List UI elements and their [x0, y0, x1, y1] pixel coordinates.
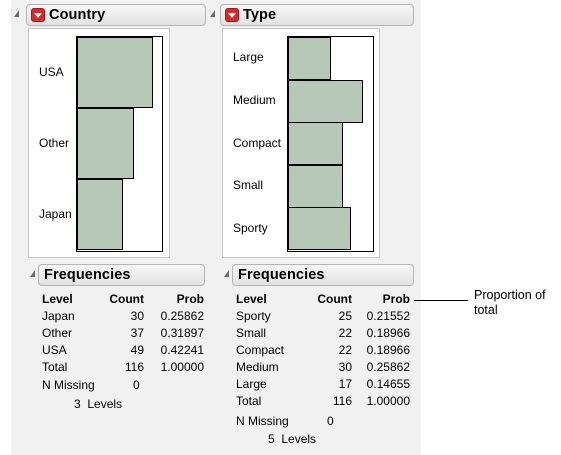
country-bar-japan[interactable] — [77, 179, 123, 250]
table-row: Large 17 0.14655 — [236, 376, 410, 393]
type-frequencies-disclosure-icon[interactable] — [224, 270, 229, 277]
type-n-missing-label: N Missing — [236, 414, 289, 428]
table-row: USA 49 0.42241 — [42, 342, 204, 359]
column-header-count: Count — [317, 292, 352, 306]
table-row-total: Total 116 1.00000 — [42, 359, 204, 376]
level-cell: Small — [236, 326, 267, 340]
level-cell: Sporty — [236, 309, 271, 323]
prob-cell: 0.18966 — [366, 326, 410, 340]
count-cell: 22 — [338, 326, 352, 340]
type-frequencies-title: Frequencies — [238, 267, 325, 283]
prob-cell: 0.14655 — [366, 377, 410, 391]
callout-label: Proportion of total — [474, 288, 546, 318]
column-header-count: Count — [109, 292, 144, 306]
type-header[interactable]: Type — [220, 4, 414, 26]
type-title: Type — [243, 7, 277, 23]
table-row: Other 37 0.31897 — [42, 325, 204, 342]
country-n-missing-value: 0 — [133, 378, 140, 392]
table-row: Medium 30 0.25862 — [236, 359, 410, 376]
country-category-label: USA — [39, 65, 64, 79]
prob-cell: 0.31897 — [160, 326, 204, 340]
type-bar-small[interactable] — [288, 165, 343, 208]
count-cell: 116 — [332, 394, 352, 408]
country-category-label: Japan — [39, 207, 72, 221]
type-red-triangle-menu-icon[interactable] — [225, 8, 239, 22]
country-bar-other[interactable] — [77, 108, 134, 179]
level-cell: USA — [42, 343, 67, 357]
country-category-label: Other — [39, 136, 70, 150]
column-header-prob: Prob — [176, 292, 204, 306]
country-header[interactable]: Country — [26, 4, 206, 26]
country-frequencies-table: Level Count Prob Japan 30 0.25862 Other … — [42, 291, 204, 376]
type-bar-large[interactable] — [288, 37, 331, 80]
prob-cell: 1.00000 — [160, 360, 204, 374]
level-cell: Medium — [236, 360, 279, 374]
count-cell: 49 — [130, 343, 144, 357]
count-cell: 30 — [130, 309, 144, 323]
table-row: Sporty 25 0.21552 — [236, 308, 410, 325]
callout-leader-line — [414, 300, 468, 301]
column-header-prob: Prob — [382, 292, 410, 306]
type-bar-sporty[interactable] — [288, 207, 351, 250]
table-row: Compact 22 0.18966 — [236, 342, 410, 359]
table-header-row: Level Count Prob — [236, 291, 410, 308]
country-frequencies-title: Frequencies — [44, 267, 131, 283]
country-disclosure-icon[interactable] — [14, 10, 19, 17]
prob-cell: 0.25862 — [366, 360, 410, 374]
type-bar-compact[interactable] — [288, 122, 343, 165]
callout-label-line1: Proportion of — [474, 288, 546, 302]
level-cell: Japan — [42, 309, 75, 323]
type-bar-medium[interactable] — [288, 80, 363, 123]
level-cell: Other — [42, 326, 73, 340]
type-frequencies-table: Level Count Prob Sporty 25 0.21552 Small… — [236, 291, 410, 410]
count-cell: 37 — [130, 326, 144, 340]
count-cell: 116 — [124, 360, 144, 374]
count-cell: 22 — [338, 343, 352, 357]
column-header-level: Level — [42, 292, 73, 306]
country-levels-count: 3 Levels — [74, 397, 123, 411]
country-frequencies-disclosure-icon[interactable] — [30, 270, 35, 277]
prob-cell: 0.25862 — [160, 309, 204, 323]
level-cell: Large — [236, 377, 267, 391]
table-row: Japan 30 0.25862 — [42, 308, 204, 325]
level-cell: Total — [42, 360, 68, 374]
country-frequencies-header[interactable]: Frequencies — [38, 264, 205, 286]
prob-cell: 0.18966 — [366, 343, 410, 357]
type-category-label: Sporty — [233, 221, 268, 235]
table-header-row: Level Count Prob — [42, 291, 204, 308]
count-cell: 30 — [338, 360, 352, 374]
level-cell: Total — [236, 394, 262, 408]
type-category-label: Compact — [233, 136, 282, 150]
prob-cell: 0.42241 — [160, 343, 204, 357]
country-bar-usa[interactable] — [77, 37, 153, 108]
level-cell: Compact — [236, 343, 285, 357]
country-title: Country — [49, 7, 106, 23]
count-cell: 25 — [338, 309, 352, 323]
prob-cell: 0.21552 — [366, 309, 410, 323]
type-disclosure-icon[interactable] — [210, 10, 215, 17]
type-levels-count: 5 Levels — [268, 432, 317, 446]
country-n-missing-label: N Missing — [42, 378, 95, 392]
type-category-label: Small — [233, 178, 264, 192]
type-frequencies-header[interactable]: Frequencies — [232, 264, 414, 286]
type-n-missing-value: 0 — [327, 414, 334, 428]
type-category-label: Medium — [233, 93, 276, 107]
column-header-level: Level — [236, 292, 267, 306]
table-row: Small 22 0.18966 — [236, 325, 410, 342]
type-category-label: Large — [233, 50, 264, 64]
count-cell: 17 — [338, 377, 352, 391]
prob-cell: 1.00000 — [366, 394, 410, 408]
callout-label-line2: total — [474, 303, 498, 317]
country-red-triangle-menu-icon[interactable] — [31, 8, 45, 22]
table-row-total: Total 116 1.00000 — [236, 393, 410, 410]
